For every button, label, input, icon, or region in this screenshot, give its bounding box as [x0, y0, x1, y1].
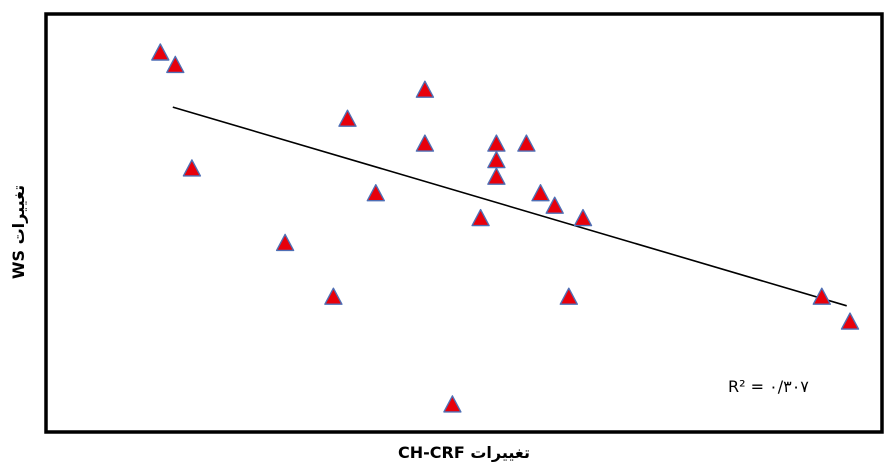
- data-point-marker: [573, 208, 593, 227]
- points-layer: [151, 43, 860, 413]
- data-point-marker: [545, 196, 564, 214]
- trendline: [172, 106, 847, 307]
- data-point-marker: [151, 43, 170, 61]
- data-point-marker: [415, 134, 435, 152]
- plot-area-frame: [44, 12, 884, 434]
- data-point-marker: [471, 208, 490, 227]
- data-point-marker: [275, 233, 295, 252]
- data-point-marker: [487, 167, 506, 185]
- y-axis-label: تغییرات WS: [9, 185, 28, 279]
- data-point-marker: [338, 109, 357, 127]
- data-point-marker: [443, 395, 462, 413]
- data-point-marker: [415, 80, 435, 98]
- trendline-layer: [172, 106, 847, 307]
- data-point-marker: [166, 55, 185, 74]
- r-squared-annotation: R² = ۰/۳۰۷: [728, 377, 809, 396]
- data-point-marker: [366, 183, 385, 202]
- x-axis-label: تغییرات CH-CRF: [398, 443, 530, 462]
- data-point-marker: [559, 287, 578, 305]
- data-point-marker: [182, 159, 202, 177]
- data-point-marker: [517, 134, 536, 152]
- data-point-marker: [812, 287, 831, 305]
- data-point-marker: [324, 287, 343, 305]
- data-point-marker: [531, 183, 550, 202]
- data-point-marker: [840, 312, 860, 330]
